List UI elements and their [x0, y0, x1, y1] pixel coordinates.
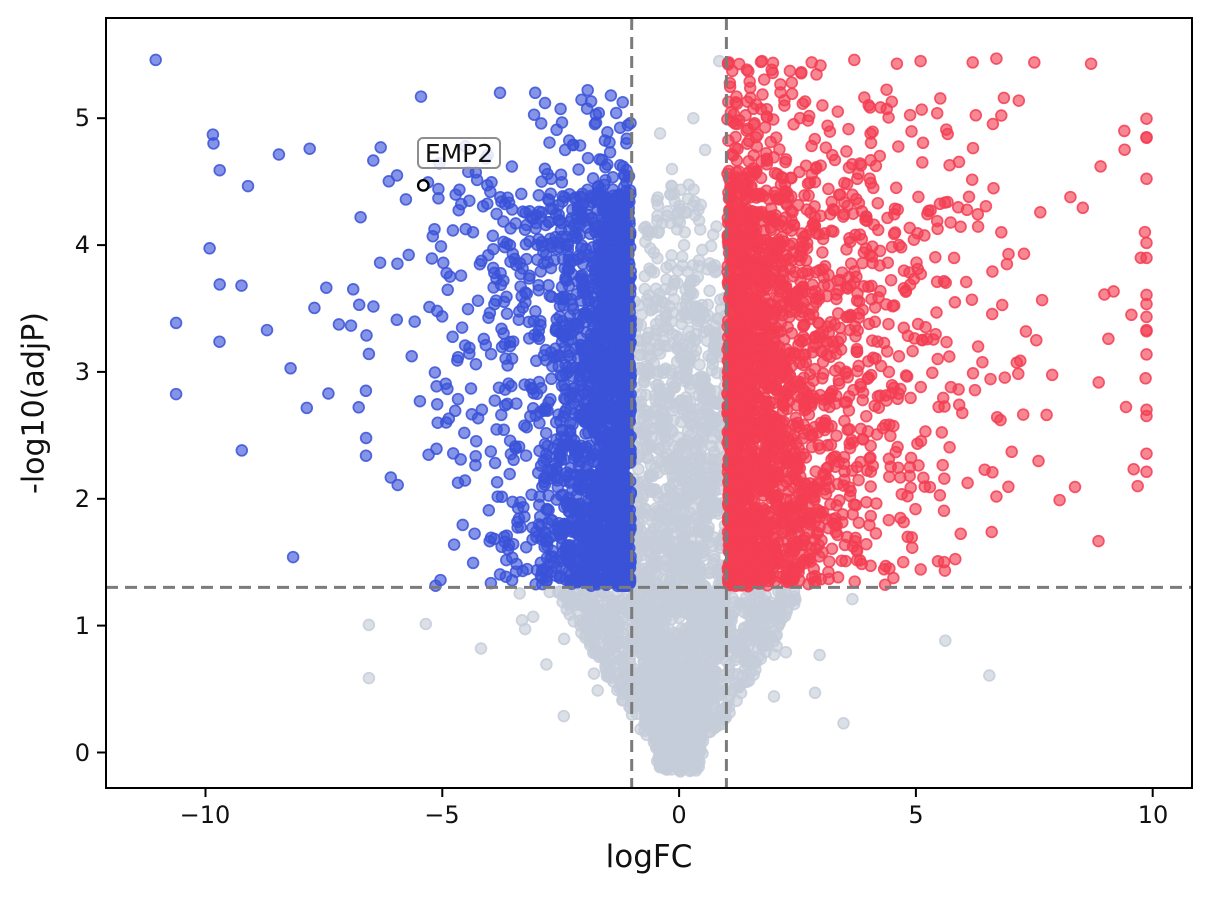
nonsig-points — [362, 54, 996, 778]
y-tick-label: 4 — [74, 231, 90, 259]
x-tick-label: 5 — [908, 801, 924, 829]
x-tick-label: 10 — [1137, 801, 1169, 829]
up-points — [721, 52, 1153, 593]
x-tick-label: −10 — [179, 801, 231, 829]
highlighted-gene-point — [416, 178, 430, 192]
x-tick-label: −5 — [424, 801, 460, 829]
y-axis-label: -log10(adjP) — [16, 312, 52, 494]
y-tick-label: 1 — [74, 612, 90, 640]
y-tick-label: 2 — [74, 485, 90, 513]
y-tick-label: 3 — [74, 358, 90, 386]
y-tick-label: 5 — [74, 104, 90, 132]
x-tick-label: 0 — [671, 801, 687, 829]
y-tick-label: 0 — [74, 739, 90, 767]
x-axis-label: logFC — [605, 839, 693, 875]
down-points — [149, 53, 638, 593]
gene-annotation-label: EMP2 — [417, 137, 501, 169]
axis-ticks — [97, 117, 1154, 797]
axes-frame — [105, 17, 1193, 789]
